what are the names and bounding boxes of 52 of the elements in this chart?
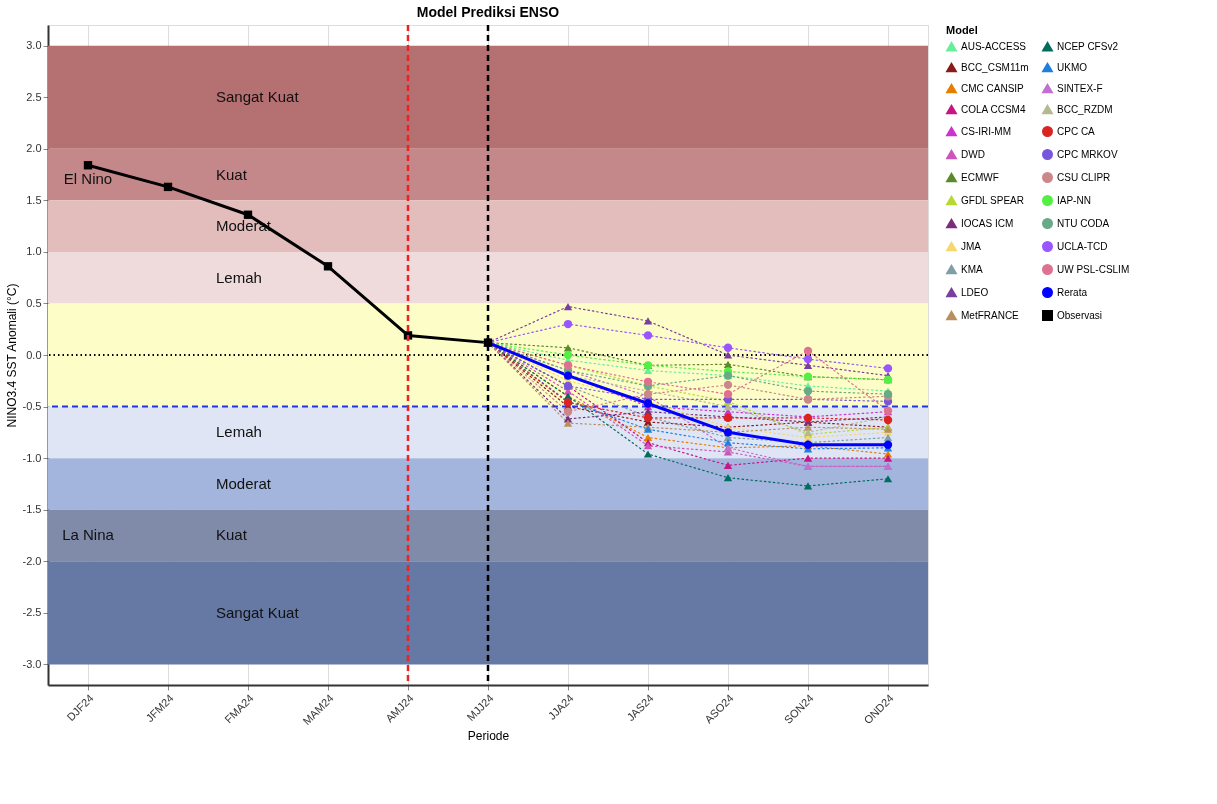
y-tick-label: -1.0 <box>22 451 42 464</box>
band-label: Kuat <box>216 526 248 544</box>
legend-label: SINTEX-F <box>1057 82 1103 94</box>
y-tick-label: 1.0 <box>26 245 42 258</box>
legend-label: CMC CANSIP <box>961 82 1025 94</box>
x-axis-title: Periode <box>467 729 510 744</box>
y-tick-label: 2.5 <box>26 90 42 103</box>
y-tick-label: 2.0 <box>26 142 42 155</box>
legend-title: Model <box>946 24 978 36</box>
y-tick-label: -2.5 <box>22 606 42 619</box>
legend-label: CPC CA <box>1057 125 1096 137</box>
band-label: Kuat <box>216 165 248 183</box>
legend-label: KMA <box>961 263 983 275</box>
chart-title: Model Prediksi ENSO <box>416 3 560 20</box>
y-axis-title: NINO3.4 SST Anomali (°C) <box>4 283 19 428</box>
y-tick-label: 1.5 <box>26 193 42 206</box>
legend-label: ECMWF <box>961 171 999 183</box>
legend-label: BCC_RZDM <box>1057 103 1113 115</box>
legend-label: IAP-NN <box>1057 194 1091 206</box>
legend-label: COLA CCSM4 <box>961 103 1026 115</box>
y-tick-label: 3.0 <box>26 39 42 52</box>
y-tick-label: -1.5 <box>22 503 42 516</box>
y-tick-label: -0.5 <box>22 400 42 413</box>
band-label: Sangat Kuat <box>216 603 300 621</box>
legend-label: DWD <box>961 148 985 160</box>
legend-label: JMA <box>961 240 982 252</box>
legend-label: IOCAS ICM <box>961 217 1014 229</box>
legend-label: UKMO <box>1057 61 1088 73</box>
y-tick-label: -2.0 <box>22 554 42 567</box>
legend-label: CS-IRI-MM <box>961 125 1011 137</box>
legend-label: CSU CLIPR <box>1057 171 1111 183</box>
legend-label: UCLA-TCD <box>1057 240 1108 252</box>
legend-label: NTU CODA <box>1057 217 1110 229</box>
band-label: Moderat <box>216 474 272 492</box>
band-label: Sangat Kuat <box>216 88 300 106</box>
legend-label: MetFRANCE <box>961 309 1020 321</box>
legend-label: Observasi <box>1057 309 1103 321</box>
legend-label: LDEO <box>961 286 989 298</box>
y-tick-label: 0.5 <box>26 296 42 309</box>
annotation: La Nina <box>62 526 115 544</box>
legend-label: BCC_CSM11m <box>961 61 1029 73</box>
band-label: Lemah <box>216 423 262 441</box>
y-tick-label: -3.0 <box>22 657 42 670</box>
legend-label: Rerata <box>1057 286 1088 298</box>
legend-label: CPC MRKOV <box>1057 148 1118 160</box>
legend-label: NCEP CFSv2 <box>1057 40 1119 52</box>
band-label: Lemah <box>216 268 262 286</box>
legend-label: GFDL SPEAR <box>961 194 1024 206</box>
legend-label: UW PSL-CSLIM <box>1057 263 1130 275</box>
y-tick-label: 0.0 <box>26 348 42 361</box>
annotation: El Nino <box>63 170 113 188</box>
legend-label: AUS-ACCESS <box>961 40 1027 52</box>
